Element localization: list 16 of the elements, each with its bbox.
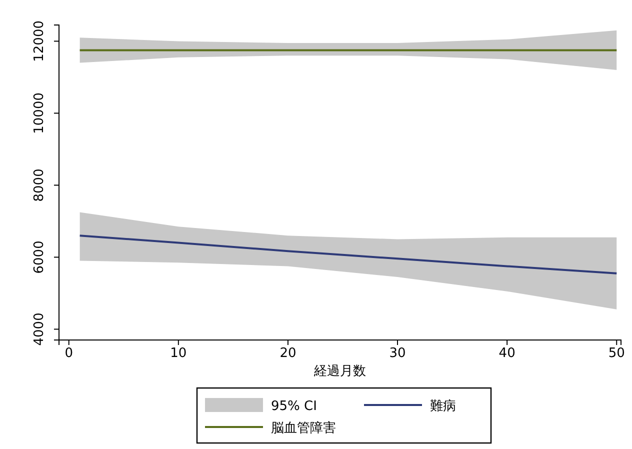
x-tick-label: 0 — [64, 346, 73, 362]
y-tick-label: 6000 — [32, 240, 47, 274]
text: 95% CI — [271, 399, 317, 414]
x-tick-label: 20 — [280, 346, 296, 362]
x-axis-title: 経過月数 — [313, 364, 366, 379]
y-tick-label: 4000 — [32, 312, 47, 346]
legend-label: 脳血管障害 — [271, 420, 336, 436]
x-tick-label: 30 — [389, 346, 406, 362]
x-tick-label: 40 — [498, 346, 516, 362]
y-tick-label: 8000 — [32, 168, 47, 202]
x-tick-label: 50 — [608, 346, 625, 362]
y-tick-label: 12000 — [32, 20, 47, 62]
y-tick-label: 10000 — [32, 92, 47, 134]
x-tick-label: 10 — [170, 346, 187, 362]
legend-label: 難病 — [430, 399, 456, 414]
line-series — [78, 234, 618, 274]
